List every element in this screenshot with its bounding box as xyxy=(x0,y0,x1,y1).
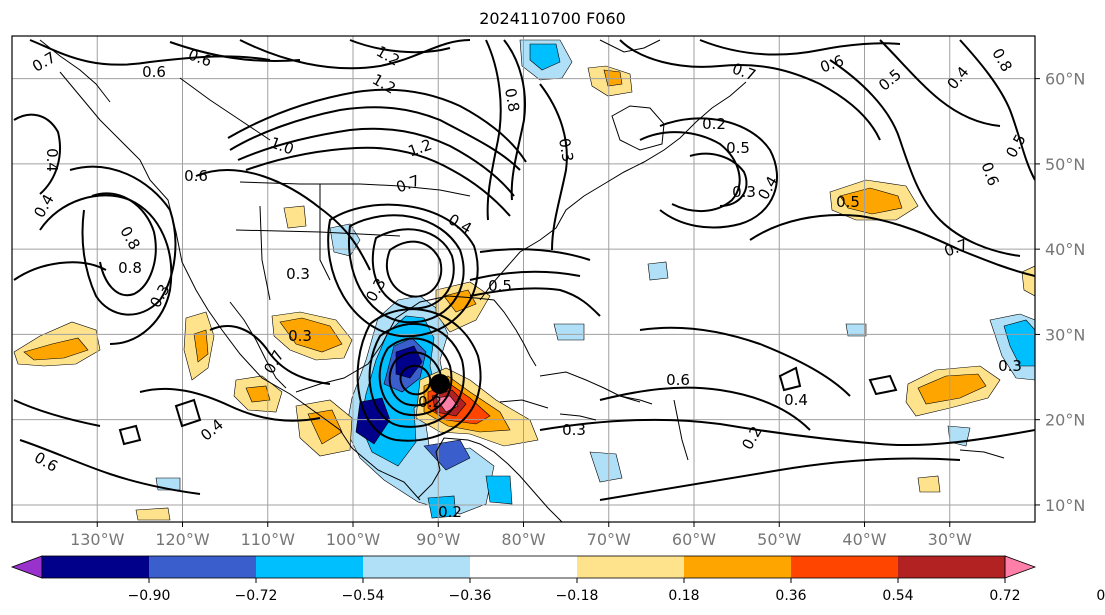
lon-tick-label: 90°W xyxy=(416,530,460,549)
colorbar-segment xyxy=(149,556,256,578)
contour-label: 0.6 xyxy=(184,167,208,185)
contour-label: 0.8 xyxy=(118,259,142,277)
colorbar-segment xyxy=(363,556,470,578)
contour-label: 0.2 xyxy=(702,115,726,133)
contour-label: 0.3 xyxy=(732,183,756,201)
lon-tick-label: 70°W xyxy=(587,530,631,549)
longitude-axis: 130°W 120°W 110°W 100°W 90°W 80°W 70°W 60°W 50°W… xyxy=(70,522,972,549)
colorbar-tick-label: 0.72 xyxy=(989,588,1020,604)
lat-tick-label: 30°N xyxy=(1045,325,1085,344)
latitude-axis: 60°N 50°N 40°N 30°N 20°N 10°N xyxy=(1035,70,1085,515)
contour-label: 0.5 xyxy=(488,277,512,295)
colorbar-tick-label: 0.18 xyxy=(668,588,699,604)
colorbar: −0.90 −0.72 −0.54 −0.36 −0.18 0.18 0.36 0.54 0.7… xyxy=(10,555,1105,604)
contour-label: 0.3 xyxy=(555,137,577,164)
colorbar-segment xyxy=(470,556,577,578)
lon-tick-label: 30°W xyxy=(928,530,972,549)
lat-tick-label: 40°N xyxy=(1045,240,1085,259)
colorbar-tick-label: −0.72 xyxy=(235,588,278,604)
negative-anomaly-core-south xyxy=(355,397,391,445)
negative-anomaly-core xyxy=(395,345,423,379)
lon-tick-label: 80°W xyxy=(501,530,545,549)
contour-label: 0.3 xyxy=(288,327,312,345)
lat-tick-label: 60°N xyxy=(1045,70,1085,89)
lon-tick-label: 110°W xyxy=(241,530,296,549)
lat-tick-label: 20°N xyxy=(1045,411,1085,430)
colorbar-tick-label: −0.54 xyxy=(342,588,385,604)
colorbar-tick-label: 0.90 xyxy=(1096,588,1105,604)
lat-tick-label: 50°N xyxy=(1045,155,1085,174)
map-title: 2024110700 F060 xyxy=(479,9,626,28)
lat-tick-label: 10°N xyxy=(1045,496,1085,515)
colorbar-tick-label: −0.36 xyxy=(449,588,492,604)
colorbar-tick-label: −0.90 xyxy=(128,588,171,604)
contour-label: 0.6 xyxy=(142,63,166,81)
colorbar-segment xyxy=(577,556,684,578)
colorbar-over-arrow xyxy=(1004,555,1037,579)
contour-label: 0.5 xyxy=(836,193,860,211)
contour-label: 0.4 xyxy=(43,148,61,172)
colorbar-segment xyxy=(898,556,1005,578)
contour-label: 0.3 xyxy=(562,421,586,439)
contour-label: 0.5 xyxy=(726,139,750,157)
colorbar-tick-label: 0.54 xyxy=(882,588,913,604)
lon-tick-label: 100°W xyxy=(326,530,381,549)
storm-center-marker xyxy=(429,373,450,394)
colorbar-segment xyxy=(684,556,791,578)
contour-label: 0.3 xyxy=(286,265,310,283)
lon-tick-label: 130°W xyxy=(70,530,125,549)
contour-label: 0.3 xyxy=(998,357,1022,375)
colorbar-under-arrow xyxy=(10,555,43,579)
lon-tick-label: 120°W xyxy=(155,530,210,549)
pressure-contours xyxy=(13,39,1035,501)
contour-label: 0.2 xyxy=(438,503,462,521)
lon-tick-label: 50°W xyxy=(757,530,801,549)
contour-label: 0.8 xyxy=(501,87,523,114)
colorbar-segment xyxy=(256,556,363,578)
colorbar-tick-label: 0.36 xyxy=(775,588,806,604)
colorbar-tick-label: −0.18 xyxy=(556,588,599,604)
colorbar-segment xyxy=(42,556,149,578)
contour-label: 0.6 xyxy=(666,371,690,389)
coastlines xyxy=(39,39,1005,522)
lon-tick-label: 60°W xyxy=(672,530,716,549)
contour-label: 0.2 xyxy=(418,393,442,411)
contour-label: 0.4 xyxy=(784,391,808,409)
map-content: 0.7 0.60.6 1.20.80.30.7 0.60.5 0.40.80.60.51… xyxy=(12,36,1035,522)
lon-tick-label: 40°W xyxy=(842,530,886,549)
colorbar-segment xyxy=(791,556,898,578)
